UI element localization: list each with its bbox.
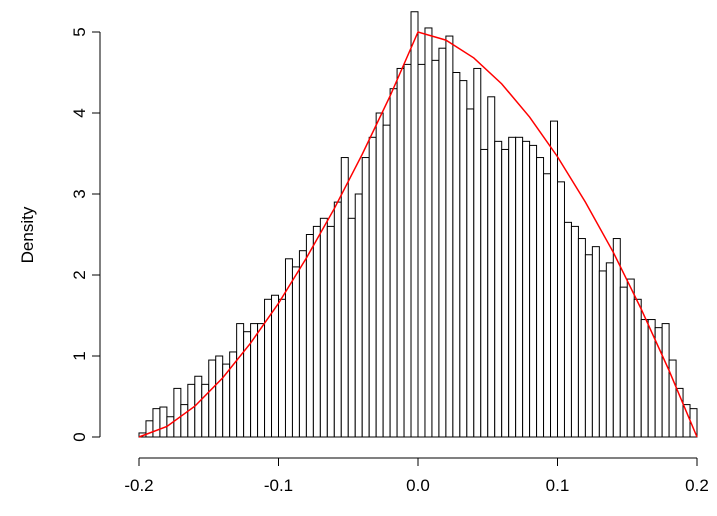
y-tick-label: 4 (70, 108, 89, 117)
bar (487, 96, 496, 438)
bar (584, 254, 593, 438)
x-tick-label: 0.2 (685, 476, 709, 495)
bar (619, 286, 628, 438)
x-tick-label: -0.1 (264, 476, 293, 495)
bar (682, 404, 691, 438)
bar (522, 140, 531, 438)
bar (382, 124, 391, 438)
bar (654, 327, 663, 438)
bar (180, 404, 189, 438)
bar (375, 112, 384, 438)
y-tick-label: 1 (70, 351, 89, 360)
bar (550, 120, 559, 438)
bar (417, 63, 426, 438)
bar (598, 270, 607, 438)
bar (173, 387, 182, 438)
bar (271, 294, 279, 438)
bar (577, 238, 586, 438)
bar (319, 217, 328, 438)
bar (661, 323, 670, 438)
bar (389, 88, 398, 438)
bar (361, 157, 370, 438)
bar (312, 225, 321, 438)
bar (166, 416, 175, 438)
bar (347, 217, 356, 438)
bar (557, 181, 565, 438)
bar (466, 108, 475, 438)
bar (494, 140, 503, 438)
bar (438, 47, 447, 438)
y-tick-label: 5 (70, 27, 89, 36)
bar (222, 363, 231, 438)
y-tick-label: 2 (70, 270, 89, 279)
bar (640, 319, 649, 438)
x-tick-label: 0.0 (406, 476, 430, 495)
bar (563, 221, 572, 438)
bar (480, 148, 489, 438)
bar (612, 238, 621, 438)
bar (529, 144, 538, 438)
bar (605, 262, 614, 438)
bar (333, 201, 342, 438)
bar (633, 298, 642, 438)
bar (515, 136, 524, 438)
y-axis-label: Density (18, 206, 37, 263)
bar (689, 408, 698, 438)
bar (152, 408, 161, 438)
bar (340, 157, 349, 438)
bar (543, 173, 552, 438)
bar (264, 298, 273, 438)
bar (208, 359, 217, 438)
bar (194, 375, 203, 438)
bar (278, 298, 286, 438)
y-tick-label: 0 (70, 432, 89, 441)
bar (396, 67, 405, 438)
x-tick-label: 0.1 (546, 476, 570, 495)
bar (410, 11, 419, 438)
bar (354, 193, 363, 438)
bar (424, 27, 433, 438)
bar (431, 59, 440, 438)
bar (445, 35, 454, 438)
bar (459, 80, 468, 438)
bar (236, 323, 245, 438)
bar (473, 67, 482, 438)
bar (298, 250, 307, 438)
bar (159, 406, 168, 438)
bar (508, 136, 517, 438)
x-tick-label: -0.2 (124, 476, 153, 495)
bar (626, 278, 635, 438)
bar (403, 63, 412, 438)
density-curve (138, 31, 698, 438)
bar (291, 266, 300, 438)
bar (536, 157, 545, 438)
bar (257, 323, 266, 438)
bar (501, 148, 510, 438)
y-tick-label: 3 (70, 189, 89, 198)
bar (326, 225, 335, 438)
bar (368, 136, 377, 438)
bar (591, 246, 600, 438)
bar (215, 355, 224, 438)
bar (570, 225, 579, 438)
bar (305, 234, 314, 438)
bar (452, 72, 461, 438)
